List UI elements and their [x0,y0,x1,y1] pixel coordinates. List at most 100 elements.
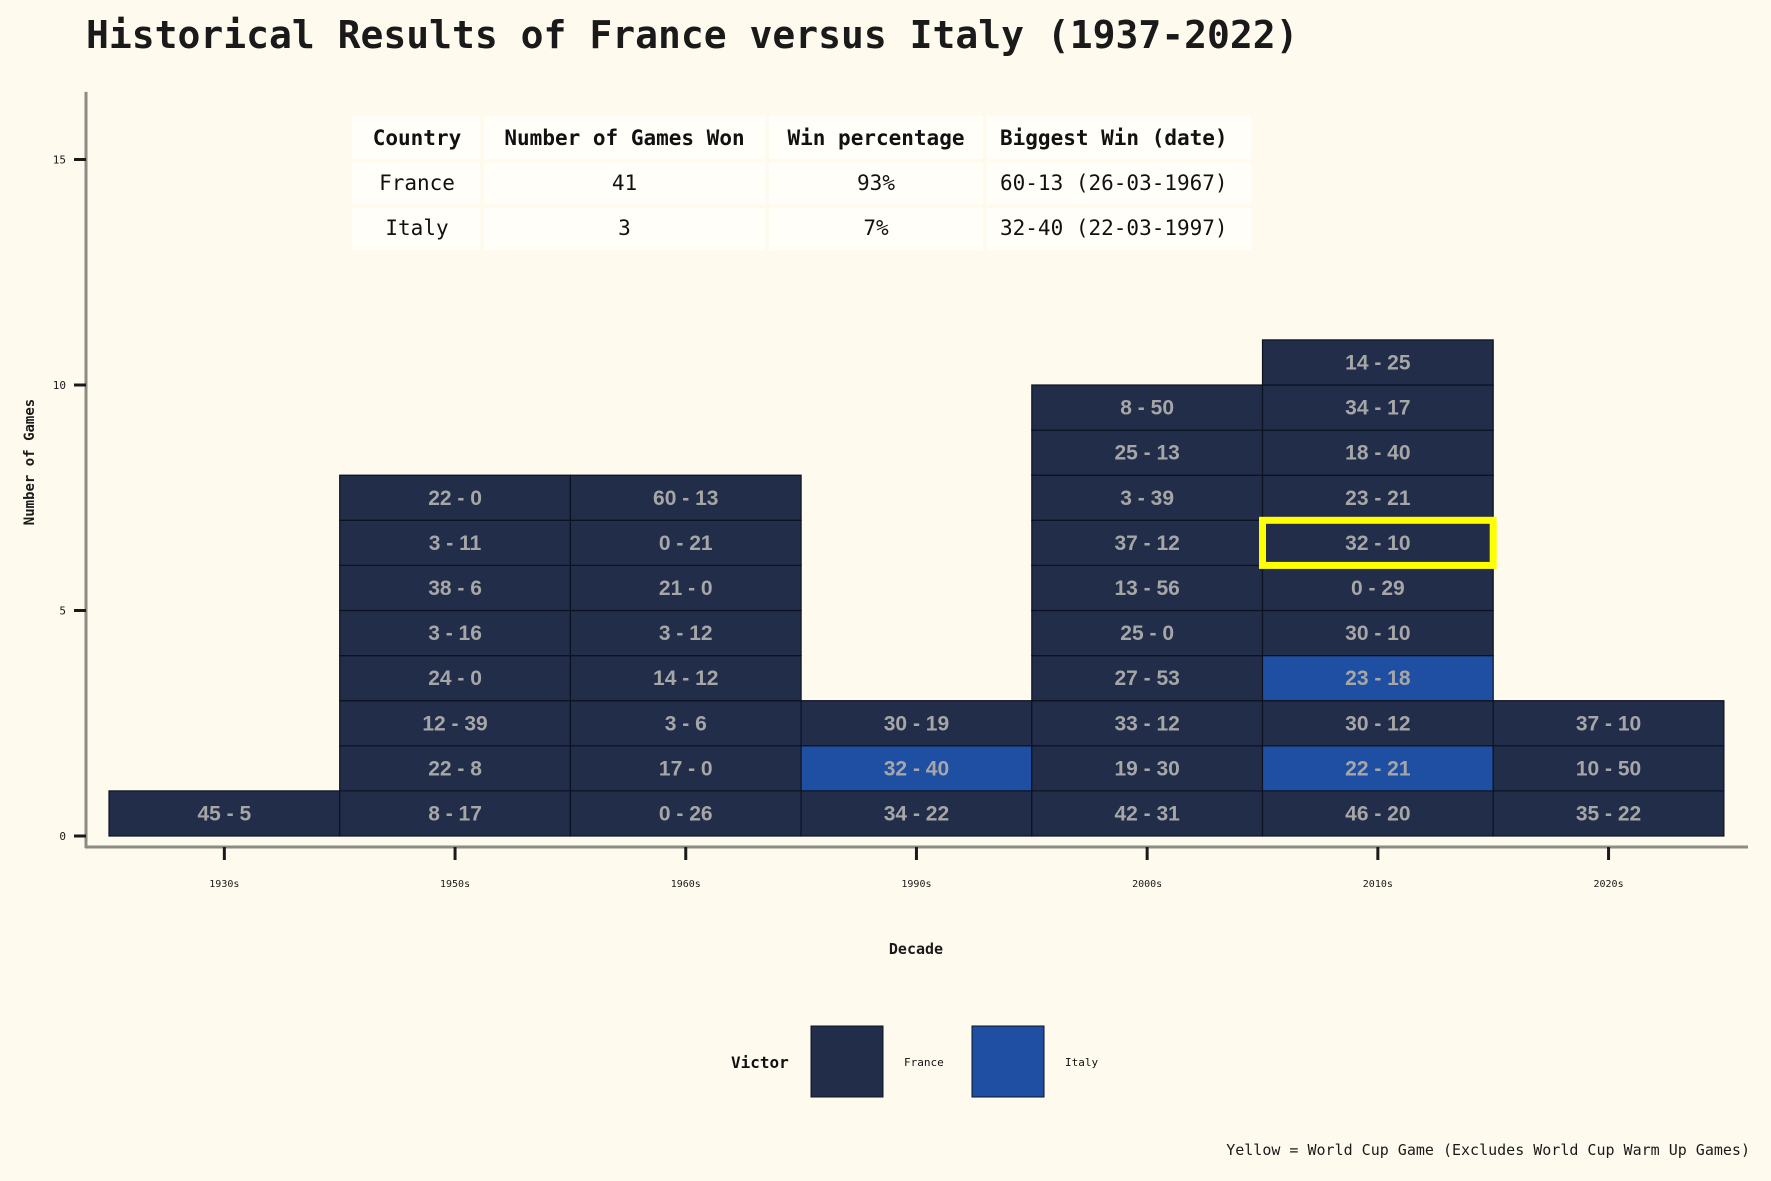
legend-label-france: France [904,1056,944,1069]
game-score-label: 17 - 0 [659,757,713,780]
summary-cell-r1-c2: 41 [612,171,637,195]
game-score-label: 14 - 25 [1345,351,1411,374]
x-tick-label-1960s: 1960s [671,879,701,890]
summary-cell-r2-c4: 32-40 (22-03-1997) [1000,216,1228,240]
game-tile-1950s-3 [339,700,572,747]
summary-header-3: Win percentage [787,126,964,150]
summary-cell-r2-c3: 7% [863,216,889,240]
game-tile-2010s-5 [1261,609,1494,657]
game-tile-1960s-8 [569,474,802,521]
y-tick-label-0: 0 [59,830,66,843]
game-score-label: 30 - 12 [1345,712,1410,735]
game-tile-2010s-6 [1261,564,1494,612]
game-score-label: 3 - 11 [429,532,482,555]
game-score-label: 38 - 6 [428,577,482,600]
game-tile-2000s-9 [1031,429,1264,476]
game-tile-1990s-2 [800,745,1033,792]
legend-swatch-italy [971,1025,1045,1098]
game-tile-2010s-10 [1261,384,1494,431]
game-tile-2000s-8 [1031,474,1264,521]
game-score-label: 32 - 10 [1345,532,1410,555]
game-score-label: 10 - 50 [1576,757,1641,780]
x-tick-label-1950s: 1950s [440,879,470,890]
game-score-label: 3 - 39 [1120,487,1174,510]
game-tile-2010s-11 [1261,339,1494,386]
game-score-label: 18 - 40 [1345,442,1410,465]
summary-table: Country Number of Games Won Win percentage… [352,116,1251,250]
game-score-label: 60 - 13 [653,487,718,510]
game-score-label: 27 - 53 [1114,667,1179,690]
game-score-label: 24 - 0 [428,667,482,690]
summary-cell-r1-c1: France [379,171,455,195]
game-tile-1960s-2 [569,745,802,792]
game-score-label: 22 - 8 [428,757,482,780]
game-tile-1960s-6 [569,564,802,612]
game-score-label: 32 - 40 [884,757,949,780]
game-score-label: 3 - 16 [428,622,482,645]
game-tile-1960s-5 [569,609,802,657]
summary-table-background [352,116,1251,250]
game-score-label: 23 - 18 [1345,667,1411,690]
game-score-label: 12 - 39 [422,712,487,735]
y-axis-label: Number of Games [22,399,38,525]
game-tile-2020s-3 [1492,700,1725,747]
y-tick-label-10: 10 [53,379,66,392]
game-tile-1950s-7 [339,519,572,566]
x-tick-label-1990s: 1990s [901,879,931,890]
game-score-label: 30 - 19 [884,712,949,735]
game-score-label: 8 - 50 [1120,397,1174,420]
game-score-label: 33 - 12 [1114,712,1179,735]
game-score-label: 0 - 26 [659,802,713,825]
y-tick-label-5: 5 [59,605,66,618]
game-tile-1960s-3 [569,700,802,747]
game-tile-1950s-8 [339,474,572,521]
game-score-label: 46 - 20 [1345,802,1410,825]
game-score-label: 37 - 10 [1576,712,1641,735]
game-score-label: 14 - 12 [653,667,718,690]
game-score-label: 37 - 12 [1114,532,1179,555]
chart-title: Historical Results of France versus Ital… [86,13,1299,57]
game-score-label: 3 - 6 [665,712,707,735]
legend-title: Victor [731,1053,789,1072]
game-score-label: 42 - 31 [1114,802,1180,825]
game-score-label: 0 - 29 [1351,577,1405,600]
x-tick-label-2000s: 2000s [1132,879,1162,890]
summary-cell-r1-c4: 60-13 (26-03-1967) [1000,171,1228,195]
game-tile-1960s-4 [569,654,802,702]
game-score-label: 35 - 22 [1576,802,1641,825]
game-tile-2010s-1 [1261,790,1494,837]
game-tile-1950s-4 [339,654,572,702]
summary-header-2: Number of Games Won [504,126,744,150]
game-score-label: 19 - 30 [1114,757,1179,780]
game-tile-1950s-1 [339,790,572,837]
game-score-label: 0 - 21 [659,532,713,555]
legend: Victor France Italy [731,1025,1098,1098]
game-tile-2010s-8 [1261,474,1494,521]
game-tile-2000s-7 [1031,519,1264,566]
game-score-label: 13 - 56 [1114,577,1179,600]
game-tile-2010s-9 [1261,429,1494,476]
game-tile-1990s-1 [800,790,1033,837]
game-score-label: 34 - 22 [884,802,949,825]
summary-cell-r1-c3: 93% [857,171,895,195]
game-tile-1960s-1 [569,790,802,837]
x-tick-label-2020s: 2020s [1593,879,1623,890]
x-tick-label-2010s: 2010s [1363,879,1393,890]
game-tile-2010s-4 [1261,654,1494,702]
game-score-label: 25 - 0 [1120,622,1174,645]
game-score-label: 34 - 17 [1345,397,1410,420]
world-cup-caption: Yellow = World Cup Game (Excludes World … [1226,1141,1750,1159]
game-tile-1950s-2 [339,745,572,792]
summary-header-1: Country [373,126,462,150]
game-tile-2020s-1 [1492,790,1725,837]
game-tile-1960s-7 [569,519,802,566]
world-cup-highlight [1259,516,1497,569]
game-score-label: 22 - 21 [1345,757,1411,780]
game-score-label: 30 - 10 [1345,622,1410,645]
game-score-label: 8 - 17 [428,802,482,825]
game-tile-2000s-3 [1031,700,1264,747]
x-axis-label: Decade [889,940,943,958]
game-score-label: 25 - 13 [1114,442,1179,465]
game-tile-1950s-6 [339,564,572,612]
